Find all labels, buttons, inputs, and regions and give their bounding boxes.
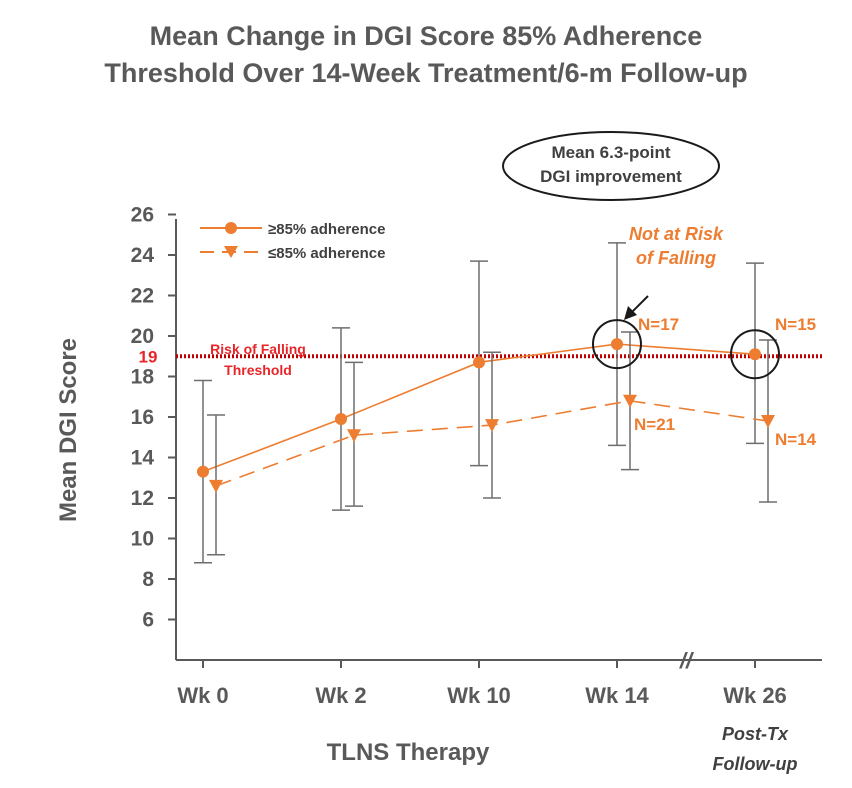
legend-marker-hi xyxy=(225,222,237,234)
point-s1-2 xyxy=(485,419,499,433)
point-s0-4 xyxy=(749,348,761,361)
axis-break-mark: // xyxy=(679,648,695,673)
y-axis-title: Mean DGI Score xyxy=(55,338,82,522)
legend-label-lo: ≤85% adherence xyxy=(268,245,385,262)
highlight-circle-wk26 xyxy=(730,329,780,380)
point-s0-1 xyxy=(335,413,347,426)
callout-line1: Mean 6.3-point xyxy=(551,143,670,162)
threshold-value-label: 19 xyxy=(139,347,158,366)
y-tick-label-8: 8 xyxy=(142,568,154,591)
callout-line2: DGI improvement xyxy=(540,167,682,186)
series-layer xyxy=(194,242,777,564)
point-s0-2 xyxy=(473,356,485,369)
highlight-circle-wk14 xyxy=(592,319,642,370)
followup-label-line1: Post-Tx xyxy=(722,724,789,744)
y-tick-label-10: 10 xyxy=(131,528,154,551)
point-s1-1 xyxy=(347,429,361,443)
legend: ≥85% adherence ≤85% adherence xyxy=(200,221,385,262)
chart-title-line2: Threshold Over 14-Week Treatment/6-m Fol… xyxy=(104,58,748,88)
n-label-hi-wk14: N=17 xyxy=(638,315,679,334)
y-tick-label-20: 20 xyxy=(131,325,154,348)
threshold-label-line1: Risk of Falling xyxy=(210,341,306,357)
x-tick-label-3: Wk 14 xyxy=(585,683,649,708)
chart-title-line1: Mean Change in DGI Score 85% Adherence xyxy=(149,21,703,51)
threshold-label-line2: Threshold xyxy=(224,362,292,378)
not-at-risk-line1: Not at Risk xyxy=(629,224,724,244)
y-tick-label-24: 24 xyxy=(131,244,155,267)
x-tick-label-1: Wk 2 xyxy=(315,683,366,708)
x-axis-title: TLNS Therapy xyxy=(327,739,490,766)
y-tick-label-6: 6 xyxy=(142,609,154,632)
y-axis-ticks: 6 8 10 12 14 16 18 20 22 24 26 xyxy=(131,204,176,632)
point-s0-0 xyxy=(197,465,209,478)
point-s1-0 xyxy=(209,479,223,493)
y-tick-label-26: 26 xyxy=(131,204,154,227)
legend-label-hi: ≥85% adherence xyxy=(268,221,385,238)
n-label-lo-wk14: N=21 xyxy=(634,415,675,434)
x-axis-ticks: Wk 0 Wk 2 Wk 10 Wk 14 Wk 26 xyxy=(177,660,787,708)
point-s0-3 xyxy=(611,338,623,351)
y-tick-label-16: 16 xyxy=(131,406,154,429)
improvement-callout xyxy=(502,131,720,201)
y-tick-label-22: 22 xyxy=(131,285,154,308)
n-label-hi-wk26: N=15 xyxy=(775,315,816,334)
x-tick-label-4: Wk 26 xyxy=(723,683,787,708)
chart-title: Mean Change in DGI Score 85% Adherence T… xyxy=(0,18,852,92)
y-tick-label-12: 12 xyxy=(131,487,154,510)
legend-marker-lo xyxy=(224,246,238,258)
followup-label-line2: Follow-up xyxy=(713,754,798,774)
x-tick-label-0: Wk 0 xyxy=(177,683,228,708)
annotation-arrowhead xyxy=(624,306,637,320)
y-tick-label-18: 18 xyxy=(131,366,155,389)
x-tick-label-2: Wk 10 xyxy=(447,683,511,708)
not-at-risk-line2: of Falling xyxy=(636,248,716,268)
y-tick-label-14: 14 xyxy=(131,447,155,470)
n-label-lo-wk26: N=14 xyxy=(775,430,817,449)
point-s1-4 xyxy=(761,415,775,429)
point-s1-3 xyxy=(623,394,637,408)
